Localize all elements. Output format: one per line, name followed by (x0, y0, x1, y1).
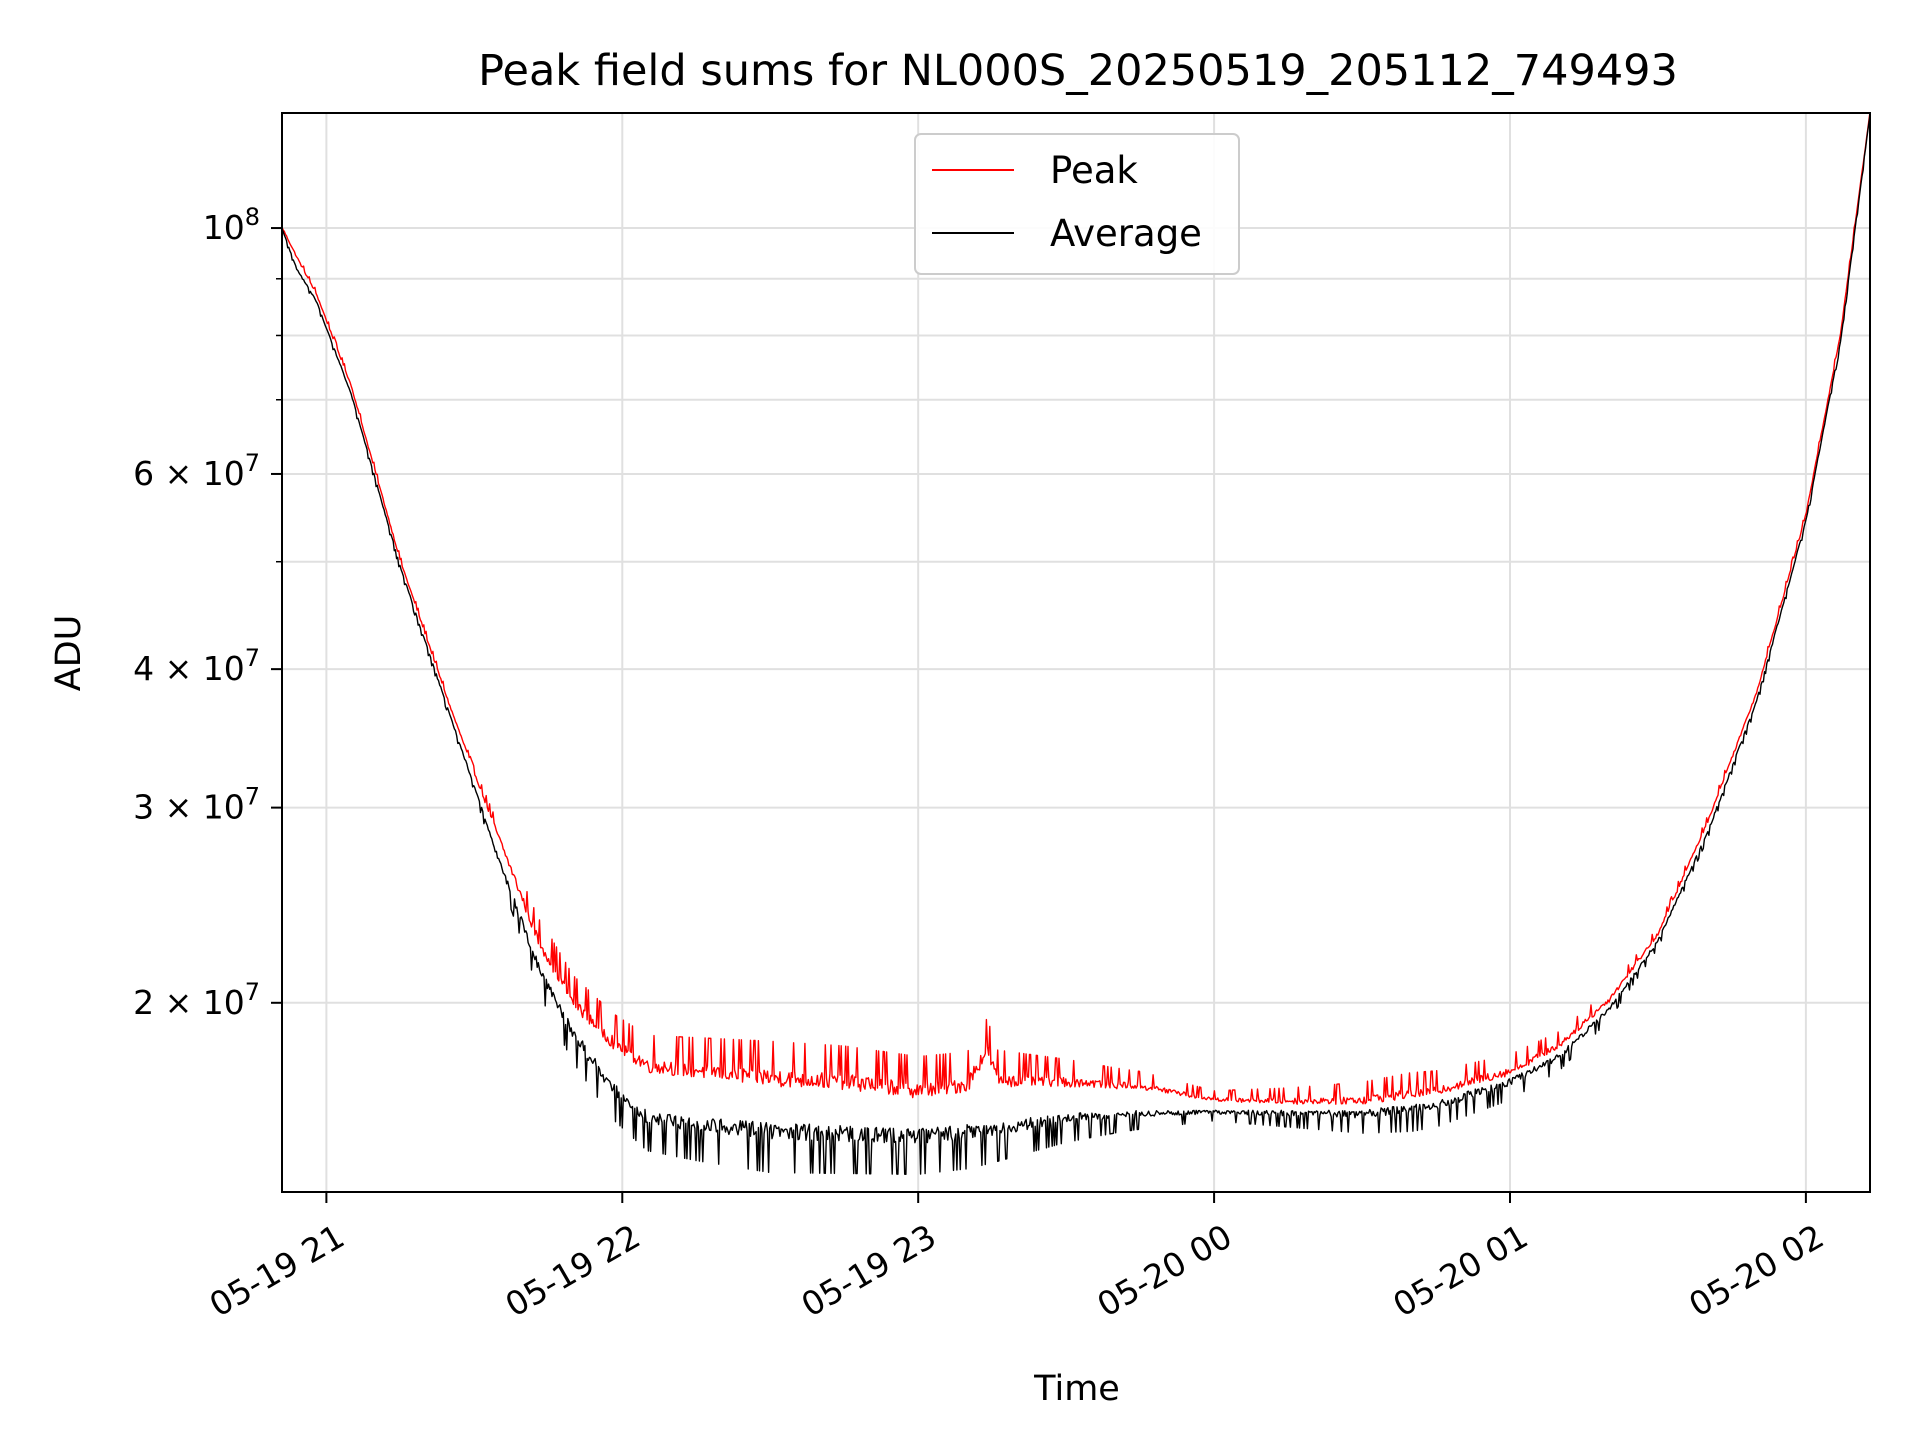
y-axis: 108 6 × 107 4 × 107 3 × 107 2 × 107 (133, 203, 282, 1022)
x-axis-title: Time (1033, 1369, 1120, 1409)
plot-frame (281, 112, 1871, 1193)
chart-title: Peak field sums for NL000S_20250519_2051… (478, 46, 1678, 96)
legend-label-average: Average (1050, 212, 1202, 255)
legend-label-peak: Peak (1050, 149, 1138, 192)
y-tick-label: 2 × 107 (133, 978, 260, 1022)
series-line-average (282, 114, 1870, 1175)
grid-layer (282, 113, 1870, 1192)
y-tick-label: 6 × 107 (133, 449, 260, 493)
series-line-peak (282, 113, 1870, 1105)
legend: Peak Average (914, 133, 1240, 275)
y-tick-label: 4 × 107 (133, 644, 260, 688)
y-tick-label: 3 × 107 (133, 783, 260, 827)
series-layer (282, 113, 1870, 1175)
y-tick-label: 108 (203, 203, 260, 247)
y-axis-title: ADU (49, 615, 89, 692)
